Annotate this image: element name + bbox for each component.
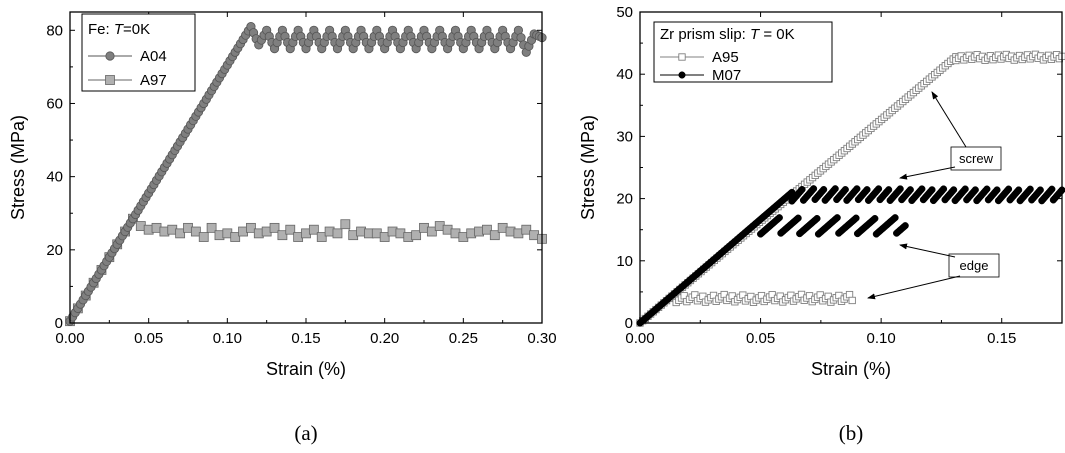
b-y-tick-label: 50 — [616, 4, 633, 21]
a-x-tick-label: 0.00 — [55, 330, 84, 347]
b-x-tick-label: 0.15 — [987, 330, 1016, 347]
panel-b-label: (b) — [839, 421, 864, 445]
panel-b-point-m07-screw-sawtooth — [919, 186, 926, 193]
a-x-tick-label: 0.10 — [213, 330, 242, 347]
panel-b-point-m07-screw-sawtooth — [897, 186, 904, 193]
a-x-tick-label: 0.05 — [134, 330, 163, 347]
panel-b-point-m07-screw-sawtooth — [1027, 186, 1034, 193]
panel-a-x-axis-title: Strain (%) — [266, 359, 346, 379]
panel-a-point-a97 — [333, 229, 342, 238]
panel-b-point-m07-edge-sawtooth — [795, 215, 802, 222]
panel-b-point-m07-edge-sawtooth — [902, 222, 909, 229]
panel-b-arrow-screw-upper — [932, 92, 966, 147]
panel-a: 0.00 0.05 0.10 0.15 0.20 0.25 0.30 0 20 40 60 80 St… — [8, 12, 557, 445]
panel-a-legend-label-a04: A04 — [140, 48, 167, 65]
panel-a-label: (a) — [294, 421, 317, 445]
panel-b-arrow-screw-lower — [900, 167, 955, 178]
panel-b-point-m07-screw-sawtooth — [950, 187, 957, 194]
panel-b-legend-title: Zr prism slip: T = 0K — [660, 26, 795, 43]
panel-b-point-m07-screw-sawtooth — [1037, 187, 1044, 194]
panel-b-point-m07-screw-sawtooth — [832, 185, 839, 192]
panel-b-point-m07-screw-sawtooth — [907, 186, 914, 193]
b-y-tick-label: 40 — [616, 66, 633, 83]
panel-b-point-m07-screw-sawtooth — [1049, 186, 1056, 193]
panel-b-y-axis-title: Stress (MPa) — [578, 115, 598, 220]
panel-b-point-m07-screw-sawtooth — [810, 185, 817, 192]
panel-a-legend-label-a97: A97 — [140, 72, 167, 89]
panel-b-point-m07-edge-sawtooth — [853, 215, 860, 222]
panel-b-annotation-screw: screw — [959, 151, 994, 166]
panel-b-point-m07-screw-sawtooth — [962, 186, 969, 193]
panel-b-point-m07-screw-sawtooth — [929, 186, 936, 193]
panel-b-point-m07-screw-sawtooth — [1015, 187, 1022, 194]
a-y-tick-label: 0 — [55, 315, 63, 332]
panel-b-legend-marker-m07 — [679, 72, 686, 79]
panel-b-point-m07-screw-sawtooth — [885, 186, 892, 193]
panel-b: 0.00 0.05 0.10 0.15 0 10 20 30 40 50 Strain (%) S… — [578, 4, 1065, 445]
a-x-tick-label: 0.30 — [527, 330, 556, 347]
b-x-tick-label: 0.05 — [746, 330, 775, 347]
panel-b-legend-label-a95: A95 — [712, 49, 739, 66]
panel-b-point-m07-edge-sawtooth — [776, 214, 783, 221]
panel-a-point-a97 — [341, 220, 350, 229]
b-y-tick-label: 10 — [616, 253, 633, 270]
panel-b-point-m07-screw-sawtooth — [984, 186, 991, 193]
a-y-tick-label: 20 — [46, 242, 63, 259]
a-y-tick-label: 80 — [46, 22, 63, 39]
panel-b-annotation-edge: edge — [960, 258, 989, 273]
panel-b-point-m07-screw-sawtooth — [799, 186, 806, 193]
panel-a-legend: Fe: T=0K A04 A97 — [82, 14, 195, 91]
a-y-tick-label: 60 — [46, 95, 63, 112]
panel-b-legend-marker-a95 — [679, 54, 685, 60]
panel-b-point-m07-edge-sawtooth — [834, 214, 841, 221]
panel-b-arrow-edge-lower — [868, 276, 960, 298]
panel-a-point-a97 — [199, 233, 208, 242]
b-y-tick-label: 30 — [616, 128, 633, 145]
panel-b-point-m07-screw-sawtooth — [994, 187, 1001, 194]
a-y-tick-label: 40 — [46, 169, 63, 186]
a-x-tick-label: 0.25 — [449, 330, 478, 347]
a-x-tick-label: 0.15 — [291, 330, 320, 347]
panel-b-point-m07-screw-sawtooth — [875, 186, 882, 193]
panel-b-point-m07-screw-sawtooth — [940, 186, 947, 193]
b-y-tick-label: 20 — [616, 191, 633, 208]
panel-b-x-axis-title: Strain (%) — [811, 359, 891, 379]
a-x-tick-label: 0.20 — [370, 330, 399, 347]
panel-a-y-axis-title: Stress (MPa) — [8, 115, 28, 220]
panel-b-point-m07-edge-sawtooth — [814, 215, 821, 222]
panel-b-point-m07-screw-sawtooth — [854, 185, 861, 192]
panel-a-legend-title: Fe: T=0K — [88, 21, 150, 38]
panel-b-point-m07-screw-sawtooth — [820, 186, 827, 193]
panel-b-arrow-edge-upper — [900, 245, 955, 257]
panel-b-point-a95-edge-sawtooth — [849, 297, 855, 303]
panel-b-point-m07-screw-sawtooth — [1005, 186, 1012, 193]
b-x-tick-label: 0.10 — [867, 330, 896, 347]
panel-b-point-m07-screw-sawtooth — [864, 186, 871, 193]
b-x-tick-label: 0.00 — [625, 330, 654, 347]
panel-b-data-points — [637, 51, 1065, 326]
b-y-tick-label: 0 — [625, 315, 633, 332]
panel-b-point-m07-edge-sawtooth — [892, 214, 899, 221]
panel-b-legend-label-m07: M07 — [712, 67, 741, 84]
panel-b-point-m07-screw-sawtooth — [842, 186, 849, 193]
panel-b-point-m07-screw-sawtooth — [972, 187, 979, 194]
panel-b-point-m07-edge-sawtooth — [872, 215, 879, 222]
panel-a-legend-marker-a04 — [106, 52, 114, 60]
panel-a-legend-marker-a97 — [106, 76, 115, 85]
